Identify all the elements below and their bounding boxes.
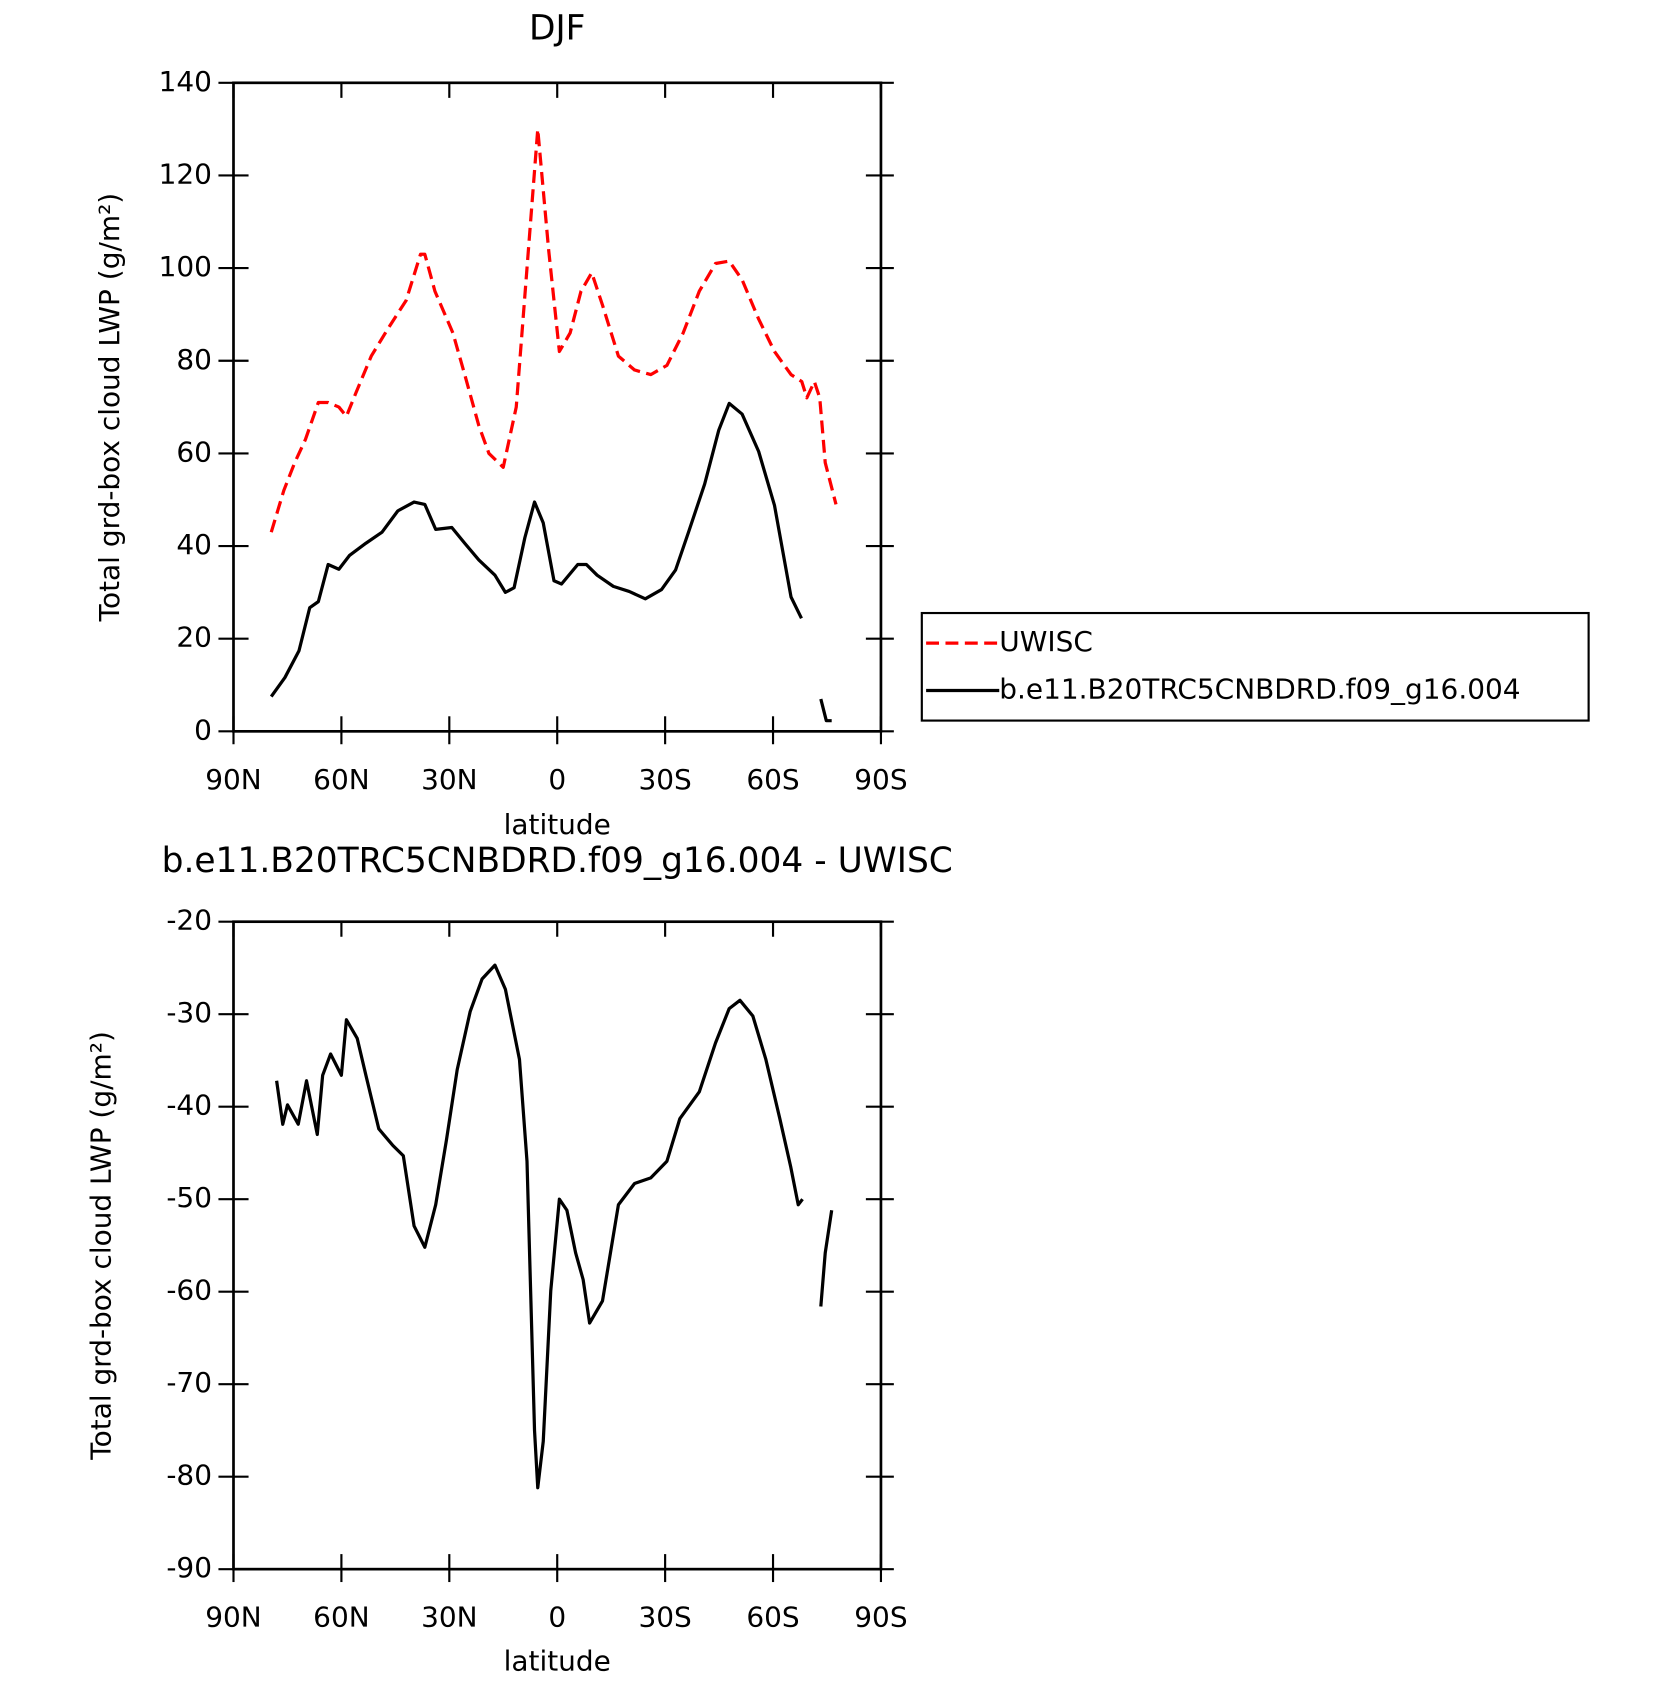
x-tick-label: 0 — [548, 1601, 566, 1634]
x-tick-label: 60S — [746, 1601, 799, 1634]
y-axis-label: Total grd-box cloud LWP (g/m²) — [93, 193, 126, 623]
x-axis-label: latitude — [504, 808, 611, 841]
series-line — [269, 127, 838, 533]
plot-frame — [232, 81, 883, 733]
x-tick-label: 90S — [854, 1601, 907, 1634]
y-tick-label: -80 — [166, 1459, 212, 1492]
y-tick-label: 80 — [176, 343, 212, 376]
y-tick-label: -30 — [166, 996, 212, 1029]
x-tick-label: 60N — [313, 1601, 369, 1634]
y-tick-label: 140 — [159, 65, 212, 98]
x-tick-label: 60N — [313, 763, 369, 796]
legend-label: UWISC — [999, 625, 1093, 658]
x-tick-label: 30S — [638, 763, 691, 796]
y-axis-label: Total grd-box cloud LWP (g/m²) — [84, 1031, 117, 1461]
x-tick-label: 60S — [746, 763, 799, 796]
x-tick-label: 30N — [421, 1601, 477, 1634]
x-tick-label: 30S — [638, 1601, 691, 1634]
chart-title: b.e11.B20TRC5CNBDRD.f09_g16.004 - UWISC — [162, 841, 953, 881]
x-tick-label: 90N — [205, 1601, 261, 1634]
y-tick-label: 0 — [194, 713, 212, 746]
y-tick-label: 40 — [176, 528, 212, 561]
y-tick-label: -60 — [166, 1274, 212, 1307]
series-line — [269, 401, 832, 723]
y-tick-label: -20 — [166, 904, 212, 937]
x-tick-label: 30N — [421, 763, 477, 796]
x-tick-label: 90N — [205, 763, 261, 796]
plot-frame — [232, 920, 883, 1571]
series-line — [275, 963, 834, 1490]
y-tick-label: -50 — [166, 1181, 212, 1214]
x-tick-label: 90S — [854, 763, 907, 796]
y-tick-label: -90 — [166, 1551, 212, 1584]
y-tick-label: 20 — [176, 621, 212, 654]
legend-label: b.e11.B20TRC5CNBDRD.f09_g16.004 — [999, 672, 1520, 705]
x-axis-label: latitude — [504, 1645, 611, 1678]
x-tick-label: 0 — [548, 763, 566, 796]
chart-title: DJF — [529, 9, 585, 49]
y-tick-label: -70 — [166, 1366, 212, 1399]
y-tick-label: 120 — [159, 157, 212, 190]
legend-box — [920, 611, 1590, 722]
y-tick-label: -40 — [166, 1089, 212, 1122]
y-tick-label: 60 — [176, 435, 212, 468]
y-tick-label: 100 — [159, 250, 212, 283]
